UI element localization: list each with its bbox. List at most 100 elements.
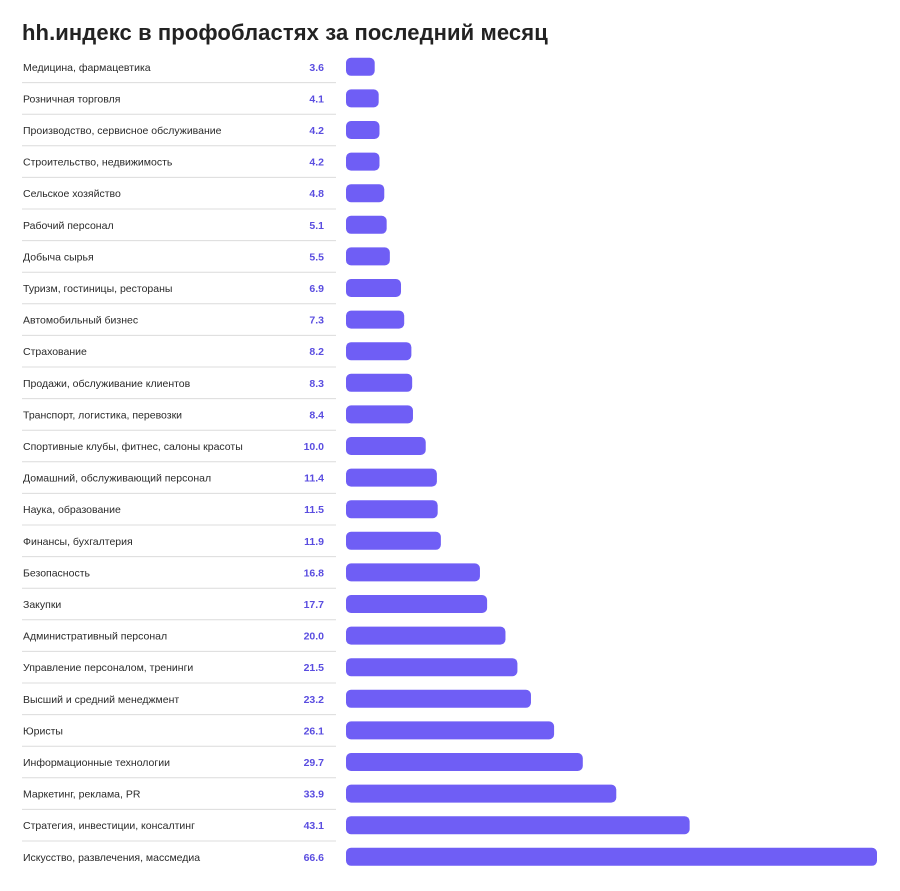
category-label: Юристы — [23, 725, 63, 737]
bar-row: Управление персоналом, тренинги 21.5 — [22, 658, 518, 684]
category-label: Продажи, обслуживание клиентов — [23, 378, 191, 390]
bar-chart: Медицина, фармацевтика 3.6 Розничная торго… — [22, 57, 877, 866]
value-label: 26.1 — [304, 725, 325, 737]
category-label: Сельское хозяйство — [23, 188, 121, 200]
bar — [346, 247, 390, 266]
bar — [346, 437, 426, 455]
category-label: Закупки — [23, 599, 61, 611]
bar-row: Автомобильный бизнес 7.3 — [22, 310, 405, 336]
category-label: Высший и средний менеджмент — [23, 694, 179, 706]
bar-row: Медицина, фармацевтика 3.6 — [22, 57, 375, 84]
bar — [346, 152, 380, 171]
value-label: 8.3 — [309, 378, 324, 390]
bar-row: Безопасность 16.8 — [22, 563, 480, 589]
bar-row: Страхование 8.2 — [22, 342, 412, 368]
category-label: Спортивные клубы, фитнес, салоны красоты — [23, 441, 243, 453]
value-label: 66.6 — [304, 852, 325, 864]
bar — [346, 847, 877, 866]
bar — [346, 721, 555, 740]
value-label: 4.2 — [309, 157, 324, 169]
value-label: 11.9 — [304, 536, 324, 548]
bar — [346, 121, 380, 139]
bar-row: Спортивные клубы, фитнес, салоны красоты… — [22, 437, 426, 463]
value-label: 23.2 — [304, 694, 325, 706]
bar — [346, 658, 518, 677]
bar-row: Наука, образование 11.5 — [22, 500, 438, 526]
category-label: Стратегия, инвестиции, консалтинг — [23, 820, 195, 832]
bar-row: Маркетинг, реклама, PR 33.9 — [22, 784, 617, 810]
category-label: Медицина, фармацевтика — [23, 62, 151, 74]
bar — [346, 816, 690, 835]
value-label: 29.7 — [304, 757, 325, 769]
category-label: Финансы, бухгалтерия — [23, 536, 133, 548]
bar — [346, 279, 402, 297]
bar-row: Искусство, развлечения, массмедиа 66.6 — [23, 847, 877, 866]
bar — [346, 563, 480, 582]
bar — [346, 89, 379, 108]
value-label: 21.5 — [304, 662, 325, 674]
bar-row: Юристы 26.1 — [22, 721, 555, 747]
bar-row: Производство, сервисное обслуживание 4.2 — [22, 121, 380, 147]
bar — [346, 784, 617, 803]
bar-row: Розничная торговля 4.1 — [22, 89, 379, 115]
value-label: 10.0 — [304, 441, 325, 453]
bar — [346, 405, 413, 424]
value-label: 16.8 — [304, 567, 325, 579]
bar — [346, 57, 375, 76]
value-label: 8.4 — [309, 409, 324, 421]
category-label: Информационные технологии — [23, 757, 170, 769]
bar — [346, 689, 531, 708]
value-label: 8.2 — [309, 346, 324, 358]
category-label: Транспорт, логистика, перевозки — [23, 409, 182, 421]
value-label: 7.3 — [309, 315, 324, 327]
category-label: Добыча сырья — [23, 251, 94, 263]
category-label: Розничная торговля — [23, 93, 120, 105]
category-label: Безопасность — [23, 567, 91, 579]
bar-row: Стратегия, инвестиции, консалтинг 43.1 — [22, 816, 690, 842]
bar — [346, 310, 405, 329]
value-label: 11.4 — [304, 473, 324, 485]
category-label: Искусство, развлечения, массмедиа — [23, 852, 200, 864]
bar-row: Рабочий персонал 5.1 — [22, 215, 387, 242]
bar-row: Продажи, обслуживание клиентов 8.3 — [22, 373, 413, 400]
value-label: 5.1 — [309, 220, 324, 232]
category-label: Производство, сервисное обслуживание — [23, 125, 222, 137]
bar-row: Туризм, гостиницы, рестораны 6.9 — [22, 279, 402, 305]
bar — [346, 468, 437, 487]
bar-row: Транспорт, логистика, перевозки 8.4 — [22, 405, 413, 431]
bar — [346, 595, 488, 613]
bar-row: Финансы, бухгалтерия 11.9 — [22, 531, 441, 558]
category-label: Автомобильный бизнес — [23, 315, 138, 327]
category-label: Маркетинг, реклама, PR — [23, 789, 141, 801]
bar-row: Строительство, недвижимость 4.2 — [22, 152, 380, 178]
bar-row: Информационные технологии 29.7 — [22, 753, 583, 779]
bar — [346, 215, 387, 234]
value-label: 3.6 — [309, 62, 324, 74]
bar-row: Закупки 17.7 — [22, 595, 488, 621]
category-label: Домашний, обслуживающий персонал — [23, 473, 211, 485]
bar-row: Добыча сырья 5.5 — [22, 247, 390, 273]
bar — [346, 184, 385, 203]
value-label: 43.1 — [304, 820, 325, 832]
bar — [346, 500, 438, 519]
value-label: 5.5 — [309, 251, 324, 263]
value-label: 11.5 — [304, 504, 324, 516]
value-label: 33.9 — [304, 789, 325, 801]
bar-row: Домашний, обслуживающий персонал 11.4 — [22, 468, 437, 494]
category-label: Страхование — [23, 346, 87, 358]
value-label: 20.0 — [304, 631, 325, 643]
value-label: 6.9 — [309, 283, 324, 295]
value-label: 4.8 — [309, 188, 324, 200]
category-label: Наука, образование — [23, 504, 121, 516]
bar — [346, 531, 441, 550]
chart-rows: Медицина, фармацевтика 3.6 Розничная торго… — [22, 57, 877, 866]
bar — [346, 342, 412, 361]
value-label: 4.2 — [309, 125, 324, 137]
category-label: Туризм, гостиницы, рестораны — [23, 283, 172, 295]
bar-row: Сельское хозяйство 4.8 — [22, 184, 385, 210]
bar-row: Административный персонал 20.0 — [22, 626, 506, 652]
value-label: 17.7 — [304, 599, 325, 611]
category-label: Управление персоналом, тренинги — [23, 662, 193, 674]
bar — [346, 626, 506, 645]
category-label: Рабочий персонал — [23, 220, 114, 232]
